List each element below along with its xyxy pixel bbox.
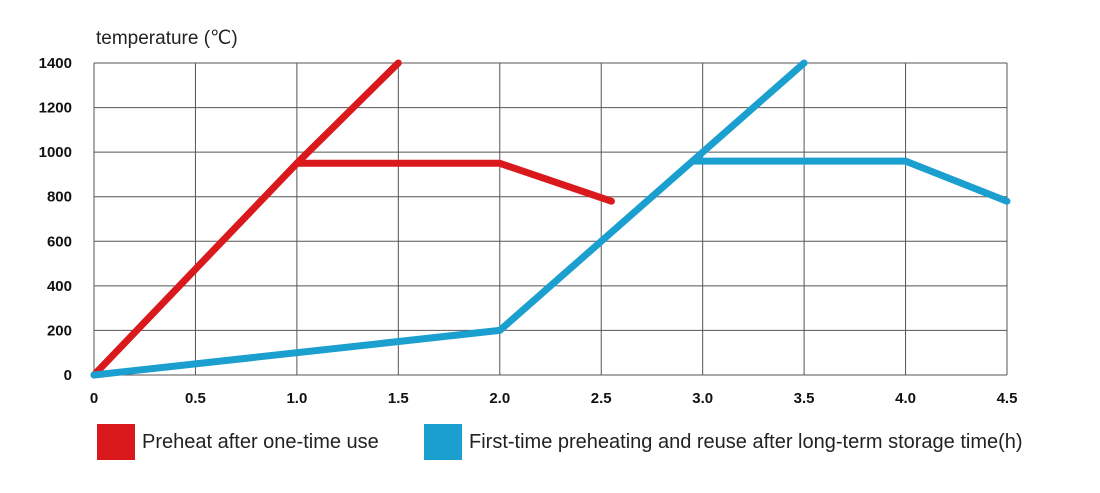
y-axis-label: temperature (℃): [96, 28, 238, 49]
legend-label: First-time preheating and reuse after lo…: [469, 430, 1023, 453]
x-tick-labels: 0 0.5 1.0 1.5 2.0 2.5 3.0 3.5 4.0 4.5: [90, 390, 1018, 407]
y-tick-label: 400: [47, 278, 72, 295]
legend-swatch-blue: [424, 424, 462, 460]
x-tick-label: 2.5: [591, 390, 612, 407]
x-tick-label: 0: [90, 390, 98, 407]
legend-item-preheat: Preheat after one-time use: [97, 424, 379, 460]
x-tick-label: 1.5: [388, 390, 409, 407]
y-tick-label: 200: [47, 322, 72, 339]
y-tick-label: 1000: [39, 144, 72, 161]
grid-lines: [93, 62, 1008, 376]
y-tick-label: 800: [47, 189, 72, 206]
legend-label: Preheat after one-time use: [142, 430, 379, 453]
x-tick-label: 3.5: [794, 390, 815, 407]
x-tick-label: 2.0: [489, 390, 510, 407]
series-line-preheat: [293, 59, 402, 167]
series-line-preheat: [90, 159, 615, 379]
x-tick-label: 1.0: [286, 390, 307, 407]
y-tick-label: 1400: [39, 55, 72, 72]
x-tick-label: 3.0: [692, 390, 713, 407]
y-tick-label: 600: [47, 233, 72, 250]
series-lines: [90, 59, 1011, 379]
series-line-reuse: [90, 157, 1011, 379]
x-tick-label: 4.5: [997, 390, 1018, 407]
y-tick-label: 0: [64, 367, 72, 384]
series-line-reuse: [689, 59, 808, 165]
y-tick-labels: 0 200 400 600 800 1000 1200 1400: [39, 55, 72, 384]
y-tick-label: 1200: [39, 100, 72, 117]
x-tick-label: 0.5: [185, 390, 206, 407]
legend-item-reuse: First-time preheating and reuse after lo…: [424, 424, 1023, 460]
x-tick-label: 4.0: [895, 390, 916, 407]
legend-swatch-red: [97, 424, 135, 460]
legend: Preheat after one-time use First-time pr…: [0, 424, 1100, 464]
